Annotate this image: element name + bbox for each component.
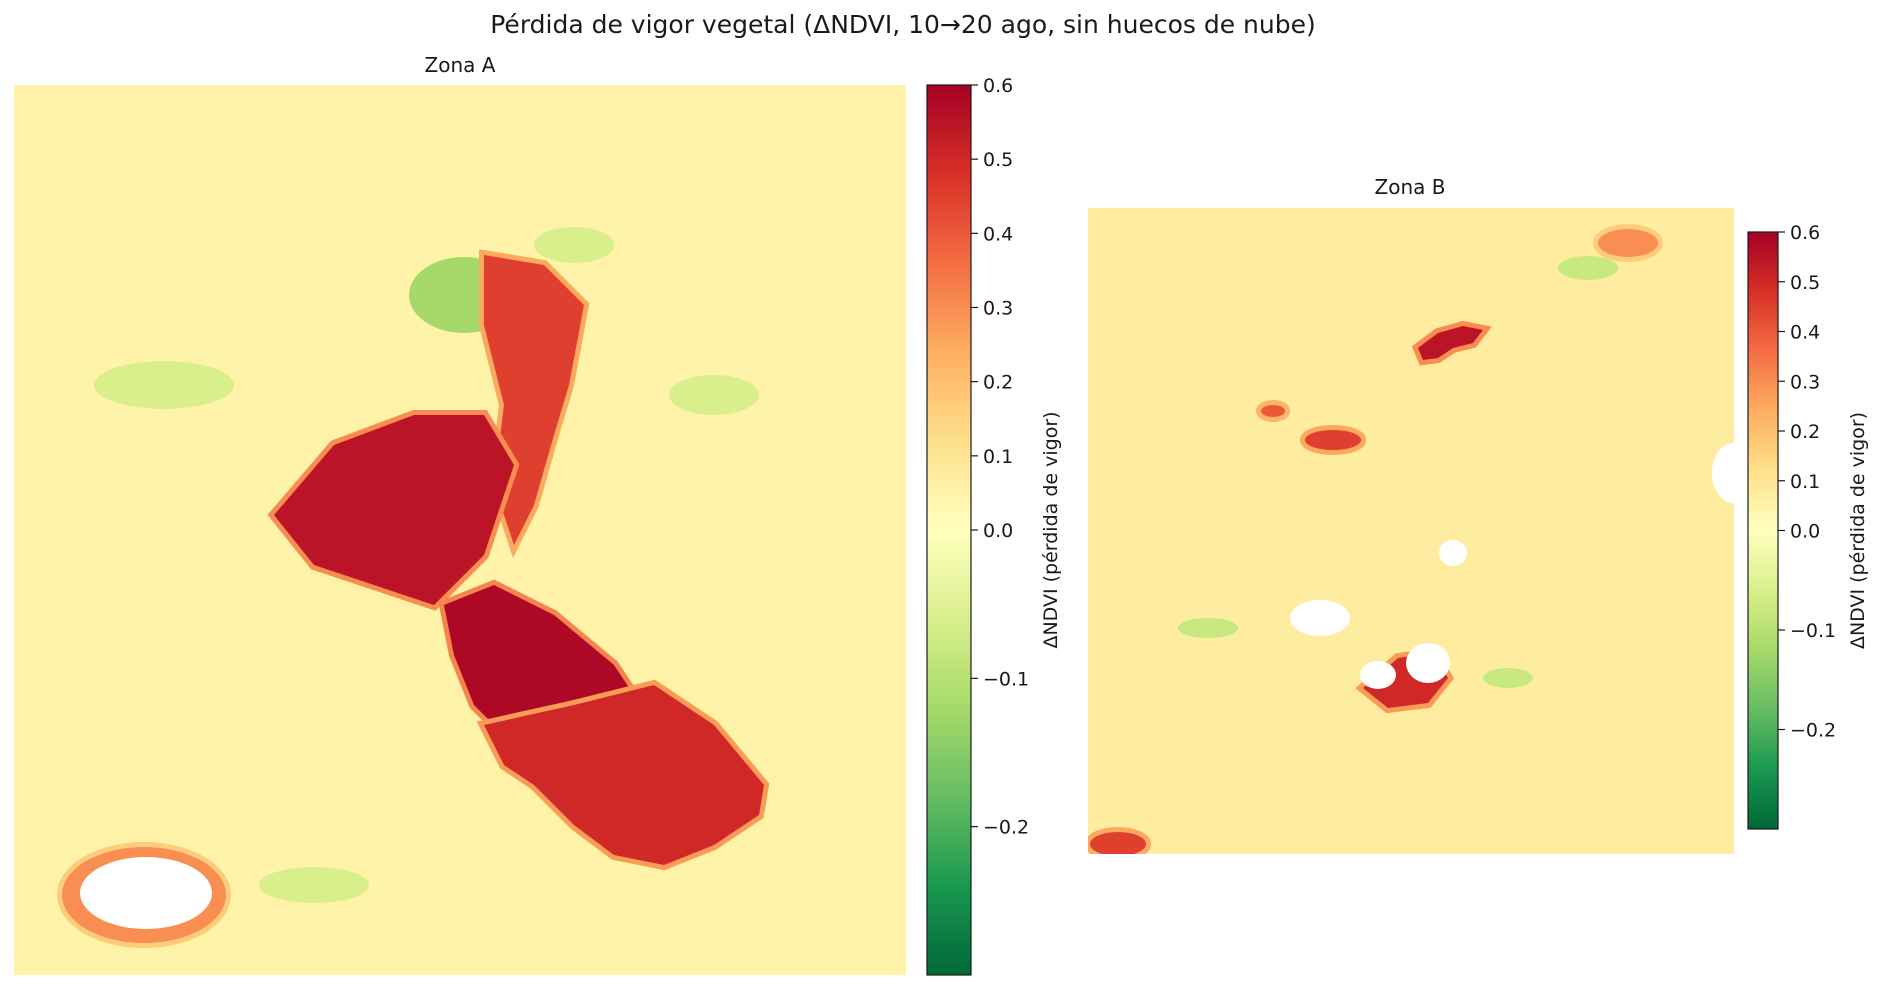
loss-region-southern-fingers — [484, 685, 764, 865]
colorbar-tick-label: 0.2 — [1790, 421, 1820, 443]
gain-region-scattered-green-specks — [1558, 256, 1618, 280]
colorbar-tick-label: 0.6 — [1790, 222, 1820, 244]
gain-region-scattered-green-fields — [94, 361, 234, 409]
gain-region-scattered-green-fields — [534, 227, 614, 263]
colorbar-zona-a: 0.6 0.5 0.4 0.3 0.2 0.1 0.0 −0.1 −0.2 ΔNDVI (pérd… — [926, 75, 1062, 976]
colorbar-tick-label: 0.4 — [983, 223, 1013, 245]
nodata-cloud-gap-south — [1360, 661, 1396, 689]
panel-zona-a: Zona A 0.6 0.5 0.4 0.3 0.2 0.1 0.0 −0.1 −0.2 ΔNDV… — [14, 53, 1062, 976]
colorbar-tick-label: 0.2 — [983, 372, 1013, 394]
heatmap-zona-a — [14, 85, 906, 975]
loss-region-western-lobe — [274, 415, 514, 605]
heatmap-zona-b — [1088, 208, 1734, 854]
colorbar-tick-label: −0.2 — [1790, 720, 1836, 742]
nodata-cloud-gap-southwest — [80, 857, 212, 929]
gain-region-scattered-green-fields — [259, 867, 369, 903]
colorbar-tick-label: 0.5 — [1790, 272, 1820, 294]
loss-region-northeast-patch — [1598, 229, 1658, 257]
colorbar-tick-label: 0.0 — [1790, 521, 1820, 543]
panel-title-zona-b: Zona B — [1375, 175, 1446, 199]
colorbar-tick-label: 0.5 — [983, 149, 1013, 171]
colorbar-label: ΔNDVI (pérdida de vigor) — [1847, 412, 1869, 649]
loss-region-north-ring — [1418, 326, 1483, 360]
colorbar-tick-label: 0.4 — [1790, 322, 1820, 344]
colorbar-zona-b: 0.6 0.5 0.4 0.3 0.2 0.1 0.0 −0.1 −0.2 ΔNDVI (pérd… — [1747, 222, 1869, 830]
panel-zona-b: Zona B 0.6 0.5 0.4 0.3 0.2 0.1 0.0 −0.1 −0.2 ΔNDV… — [1088, 175, 1869, 854]
colorbar-tick-label: 0.6 — [983, 75, 1013, 97]
panel-title-zona-a: Zona A — [425, 53, 496, 77]
heatmap-background — [1088, 208, 1734, 854]
gain-region-scattered-green-specks — [1178, 618, 1238, 638]
loss-region-small-west-spot — [1261, 405, 1285, 417]
colorbar-bar — [1747, 231, 1779, 830]
colorbar-tick-label: 0.3 — [983, 298, 1013, 320]
colorbar-bar — [926, 84, 972, 976]
figure-suptitle: Pérdida de vigor vegetal (ΔNDVI, 10→20 a… — [490, 10, 1316, 39]
nodata-cloud-gap-east-edge — [1712, 443, 1734, 503]
colorbar-tick-label: 0.1 — [983, 446, 1013, 468]
colorbar-tick-label: 0.3 — [1790, 371, 1820, 393]
nodata-cloud-gap-center — [1439, 540, 1467, 566]
colorbar-tick-label: −0.2 — [983, 817, 1029, 839]
colorbar-tick-label: 0.0 — [983, 520, 1013, 542]
loss-region-southwest-corner — [1090, 832, 1146, 854]
colorbar-tick-label: −0.1 — [1790, 620, 1836, 642]
heatmap-cells — [14, 85, 906, 975]
nodata-cloud-gap-south — [1406, 643, 1450, 683]
colorbar-tick-label: −0.1 — [983, 668, 1029, 690]
colorbar-label: ΔNDVI (pérdida de vigor) — [1040, 411, 1062, 648]
nodata-cloud-gap-southwest — [1290, 600, 1350, 636]
gain-region-scattered-green-fields — [669, 375, 759, 415]
gain-region-scattered-green-specks — [1483, 668, 1533, 688]
colorbar-tick-label: 0.1 — [1790, 471, 1820, 493]
heatmap-cells — [1088, 208, 1734, 854]
loss-region-west-streak — [1305, 430, 1361, 450]
